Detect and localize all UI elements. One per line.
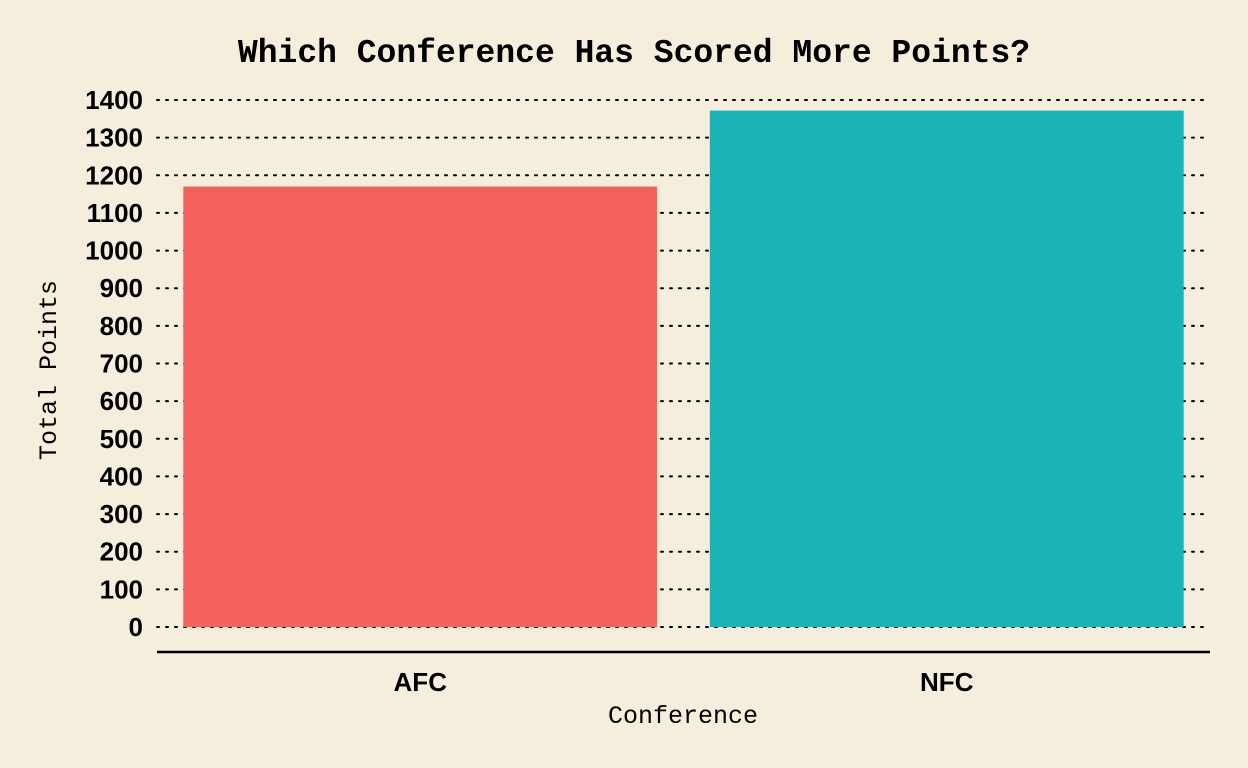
y-tick-label: 300 <box>100 499 143 529</box>
y-tick-label: 400 <box>100 461 143 491</box>
y-tick-label: 900 <box>100 273 143 303</box>
y-axis-title: Total Points <box>35 280 64 460</box>
y-tick-label: 700 <box>100 349 143 379</box>
y-tick-label: 0 <box>129 612 143 642</box>
y-tick-label: 1200 <box>85 160 143 190</box>
x-tick-label-nfc: NFC <box>920 667 974 697</box>
y-axis-ticks: 0 100 200 300 400 500 600 700 800 900 1000 1100 1200… <box>85 85 143 642</box>
y-tick-label: 200 <box>100 537 143 567</box>
bars <box>183 110 1184 628</box>
y-tick-label: 500 <box>100 424 143 454</box>
y-tick-label: 1000 <box>85 236 143 266</box>
bar-afc <box>183 186 658 628</box>
x-axis-title: Conference <box>608 702 758 731</box>
y-tick-label: 1400 <box>85 85 143 115</box>
y-tick-label: 1100 <box>87 198 143 228</box>
bar-nfc <box>709 110 1184 628</box>
y-tick-label: 600 <box>100 386 143 416</box>
x-axis-ticks: AFC NFC <box>394 667 974 697</box>
y-tick-label: 1300 <box>85 123 143 153</box>
y-tick-label: 800 <box>100 311 143 341</box>
x-tick-label-afc: AFC <box>394 667 448 697</box>
chart-title: Which Conference Has Scored More Points? <box>238 35 1030 72</box>
y-tick-label: 100 <box>100 574 143 604</box>
